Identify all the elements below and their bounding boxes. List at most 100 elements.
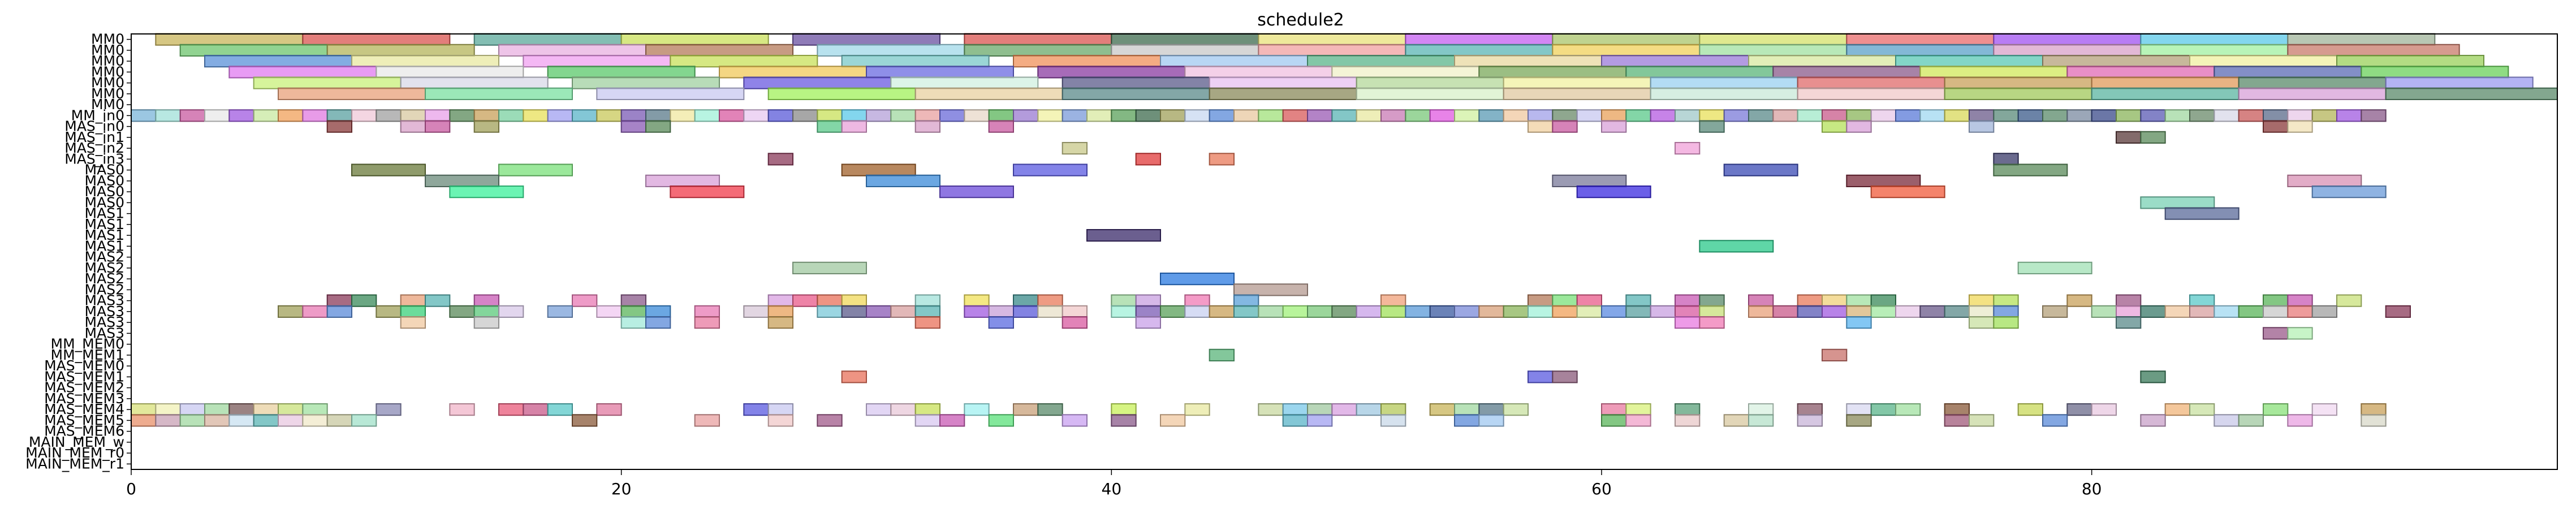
task-bar [425, 294, 451, 307]
task-bar [400, 305, 426, 318]
task-bar [2017, 261, 2092, 274]
task-bar [1576, 109, 1603, 122]
task-bar [473, 120, 500, 133]
task-bar [204, 55, 352, 68]
task-bar [1013, 305, 1039, 318]
task-bar [914, 305, 940, 318]
task-bar [1380, 403, 1406, 416]
task-bar [2361, 109, 2387, 122]
task-bar [1870, 305, 1897, 318]
task-bar [1699, 109, 1725, 122]
task-bar [1601, 120, 1627, 133]
task-bar [1528, 120, 1554, 133]
y-tick-label: MAS_in2 [64, 140, 124, 156]
task-bar [1503, 87, 1651, 100]
task-bar [645, 109, 671, 122]
task-bar [1675, 414, 1701, 427]
task-bar [523, 109, 549, 122]
task-bar [1111, 305, 1137, 318]
y-tick-label: MAS1 [85, 205, 124, 222]
task-bar [253, 109, 279, 122]
y-tick-label: MM0 [91, 96, 124, 113]
task-bar [1331, 66, 1480, 79]
task-bar [1258, 109, 1284, 122]
task-bar [228, 66, 377, 79]
y-tick-label: MAS_MEM1 [44, 368, 124, 385]
task-bar [1552, 44, 1701, 57]
task-bar [400, 109, 426, 122]
task-bar [792, 33, 940, 46]
task-bar [792, 294, 818, 307]
x-tick-label: 60 [1591, 480, 1612, 498]
task-bar [547, 403, 573, 416]
task-bar [694, 109, 720, 122]
task-bar [939, 186, 1014, 199]
task-bar [2287, 44, 2460, 57]
task-bar [1307, 109, 1333, 122]
task-bar [964, 403, 990, 416]
task-bar [988, 316, 1014, 329]
task-bar [1797, 109, 1823, 122]
x-tick-label: 80 [2082, 480, 2102, 498]
task-bar [1797, 403, 1823, 416]
task-bar [817, 109, 843, 122]
task-bar [2091, 76, 2240, 89]
task-bar [1601, 403, 1627, 416]
task-bar [1748, 294, 1774, 307]
task-bar [841, 120, 867, 133]
task-bar [1503, 76, 1651, 89]
task-bar [1993, 163, 2068, 176]
task-bar [1699, 33, 1848, 46]
task-bar [2017, 109, 2044, 122]
task-bar [2091, 109, 2117, 122]
task-bar [2042, 414, 2068, 427]
task-bar [1086, 229, 1161, 242]
task-bar [1625, 66, 1774, 79]
task-bar [278, 305, 304, 318]
task-bar [841, 294, 867, 307]
task-bar [841, 55, 990, 68]
task-bar [1846, 305, 1872, 318]
task-bar [278, 87, 426, 100]
x-tick-label: 0 [126, 480, 136, 498]
task-bar [498, 403, 524, 416]
task-bar [2385, 76, 2534, 89]
task-bar [326, 305, 353, 318]
y-tick-label: MM_MEM1 [51, 347, 124, 363]
task-bar [572, 76, 720, 89]
task-bar [425, 109, 451, 122]
task-bar [767, 294, 793, 307]
y-tick-label: MM_in0 [71, 107, 124, 123]
task-bar [400, 294, 426, 307]
task-bar [1797, 305, 1823, 318]
task-bar [1013, 163, 1088, 176]
task-bar [278, 403, 304, 416]
task-bar [620, 109, 646, 122]
task-bar [204, 414, 230, 427]
task-bar [1552, 294, 1578, 307]
y-tick-label: MAS1 [85, 216, 124, 232]
task-bar [1944, 414, 1970, 427]
task-bar [1307, 403, 1333, 416]
task-bar [817, 120, 843, 133]
y-tick-label: MM0 [91, 31, 124, 48]
task-bar [2116, 109, 2142, 122]
task-bar [670, 186, 745, 199]
task-bar [1233, 109, 1259, 122]
task-bar [1822, 348, 1848, 361]
task-bar [1846, 174, 1921, 187]
task-bar [2140, 44, 2289, 57]
task-bar [351, 294, 377, 307]
task-bar [620, 305, 646, 318]
task-bar [1282, 109, 1309, 122]
task-bar [645, 44, 793, 57]
task-bar [1895, 109, 1921, 122]
task-bar [767, 414, 793, 427]
task-bar [326, 109, 353, 122]
task-bar [1993, 153, 2019, 166]
task-bar [1650, 87, 1798, 100]
task-bar [1822, 109, 1848, 122]
task-bar [2189, 294, 2215, 307]
task-bar [2213, 414, 2240, 427]
task-bar [1772, 109, 1798, 122]
